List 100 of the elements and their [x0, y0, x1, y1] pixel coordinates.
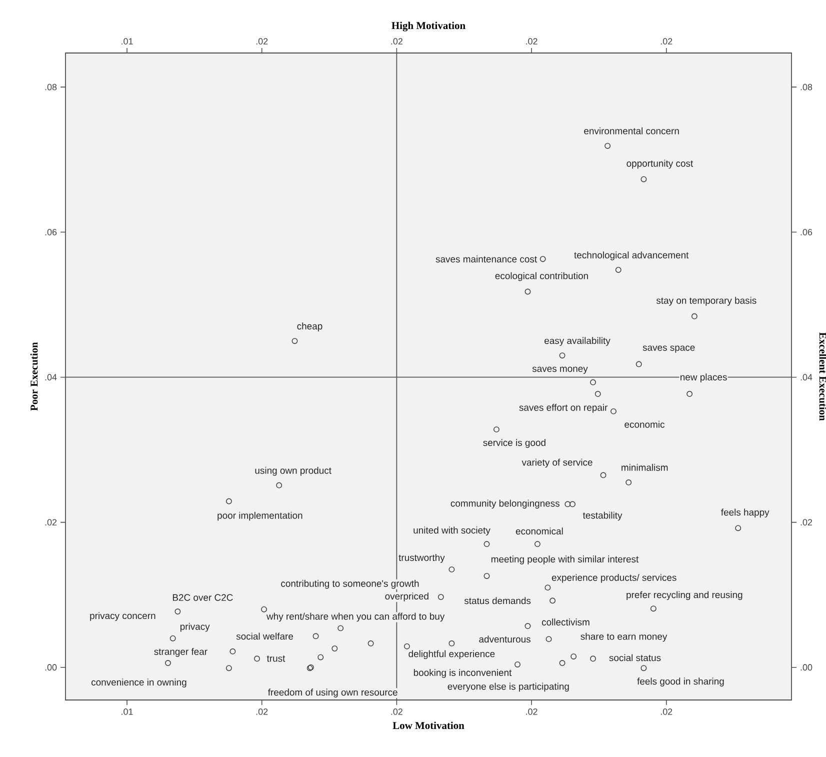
y-tick-label: .06	[45, 228, 57, 236]
point	[514, 661, 520, 668]
annotation: ecological contribution	[495, 272, 588, 282]
annotation: feels good in sharing	[637, 678, 724, 686]
annotation: share to earn money	[580, 632, 668, 642]
annotation: poor implementation	[218, 512, 302, 521]
annotation: variety of service	[522, 458, 592, 468]
point	[546, 636, 552, 642]
annotation: stranger fear	[154, 648, 208, 657]
point	[590, 379, 596, 386]
annotation: united with society	[414, 526, 490, 536]
x-tick-label: .02	[391, 38, 402, 44]
point	[610, 408, 616, 414]
annotation: privacy	[180, 622, 210, 632]
x2-axis-title: High Motivation	[392, 22, 466, 32]
annotation: stay on temporary basis	[656, 296, 756, 306]
point	[570, 501, 576, 508]
annotation: everyone else is participating	[448, 682, 569, 692]
y2-tick-label: .06	[800, 228, 812, 236]
annotation: environmental concern	[584, 127, 679, 134]
annotation: opportunity cost	[626, 160, 694, 169]
point	[540, 256, 546, 262]
point	[524, 288, 531, 295]
point	[338, 625, 344, 632]
point	[261, 606, 267, 612]
point	[735, 525, 742, 532]
y2-tick-label: .04	[800, 374, 812, 380]
y2-tick-label: .08	[800, 84, 812, 90]
annotation: social welfare	[236, 632, 294, 640]
annotation: privacy concern	[90, 612, 156, 621]
point	[564, 501, 571, 508]
point	[448, 566, 455, 572]
annotation: economical	[516, 528, 563, 535]
y-axis-title: Poor Execution	[30, 342, 38, 411]
point	[174, 608, 181, 614]
annotation: delightful experience	[408, 650, 495, 660]
point	[686, 390, 693, 397]
annotation: prefer recycling and reusing	[626, 591, 742, 600]
point	[590, 656, 596, 662]
point	[312, 633, 319, 640]
point	[640, 665, 647, 672]
annotation: freedom of using own resource	[268, 688, 398, 698]
x-tick-label: .02	[256, 38, 268, 44]
point	[636, 361, 642, 368]
point	[524, 623, 531, 630]
x2-tick-label: .02	[660, 708, 672, 715]
x2-tick-label: .02	[391, 708, 402, 715]
point	[559, 352, 566, 358]
point	[600, 472, 606, 478]
point	[570, 653, 577, 660]
annotation: technological advancement	[574, 251, 689, 260]
y-tick-label: .08	[45, 84, 57, 90]
annotation: collectivism	[542, 618, 590, 626]
point	[438, 594, 444, 600]
annotation: saves effort on repair	[519, 404, 608, 413]
annotation: social status	[609, 654, 661, 662]
annotation: minimalism	[622, 464, 668, 471]
annotation: adventurous	[479, 636, 530, 643]
annotation: status demands	[464, 597, 531, 604]
annotation: economic	[624, 420, 665, 428]
annotation: service is good	[483, 439, 546, 448]
annotation: community belongingness	[450, 500, 560, 509]
point	[626, 479, 632, 486]
y-tick-label: .02	[45, 519, 57, 526]
annotation: trust	[266, 656, 286, 662]
point	[226, 498, 232, 504]
annotation: new places	[680, 373, 727, 382]
point	[292, 338, 298, 344]
annotation: saves money	[532, 366, 588, 374]
x2-tick-label: .01	[122, 708, 133, 715]
x2-tick-label: .02	[526, 708, 538, 715]
point	[640, 176, 647, 182]
y-tick-label: .00	[45, 664, 57, 671]
point	[164, 660, 171, 666]
annotation: feels happy	[721, 508, 770, 518]
annotation: trustworthy	[398, 554, 445, 563]
x-tick-label: .02	[660, 38, 672, 44]
point	[448, 640, 455, 646]
annotation: cheap	[297, 322, 322, 332]
annotation: B2C over C2C	[172, 594, 233, 601]
point	[170, 635, 176, 642]
annotation: using own product	[255, 466, 332, 476]
point	[230, 648, 236, 654]
annotation: booking is inconvenient	[414, 669, 512, 678]
y2-tick-label: .00	[800, 664, 812, 671]
y-tick-label: .04	[45, 374, 57, 380]
annotation: convenience in owning	[92, 678, 186, 688]
point	[484, 572, 490, 579]
annotation: meeting people with similar interest	[491, 556, 639, 564]
point	[534, 541, 540, 548]
point	[368, 640, 374, 646]
point	[615, 266, 622, 273]
point	[332, 646, 338, 652]
x-axis-title: Low Motivation	[392, 722, 464, 730]
annotation: contributing to someone's growth	[281, 580, 419, 589]
point	[550, 598, 556, 604]
annotation: overpriced	[385, 592, 428, 602]
x2-tick-label: .02	[256, 708, 268, 715]
annotation: easy availability	[544, 337, 610, 346]
annotation: saves space	[642, 346, 695, 353]
